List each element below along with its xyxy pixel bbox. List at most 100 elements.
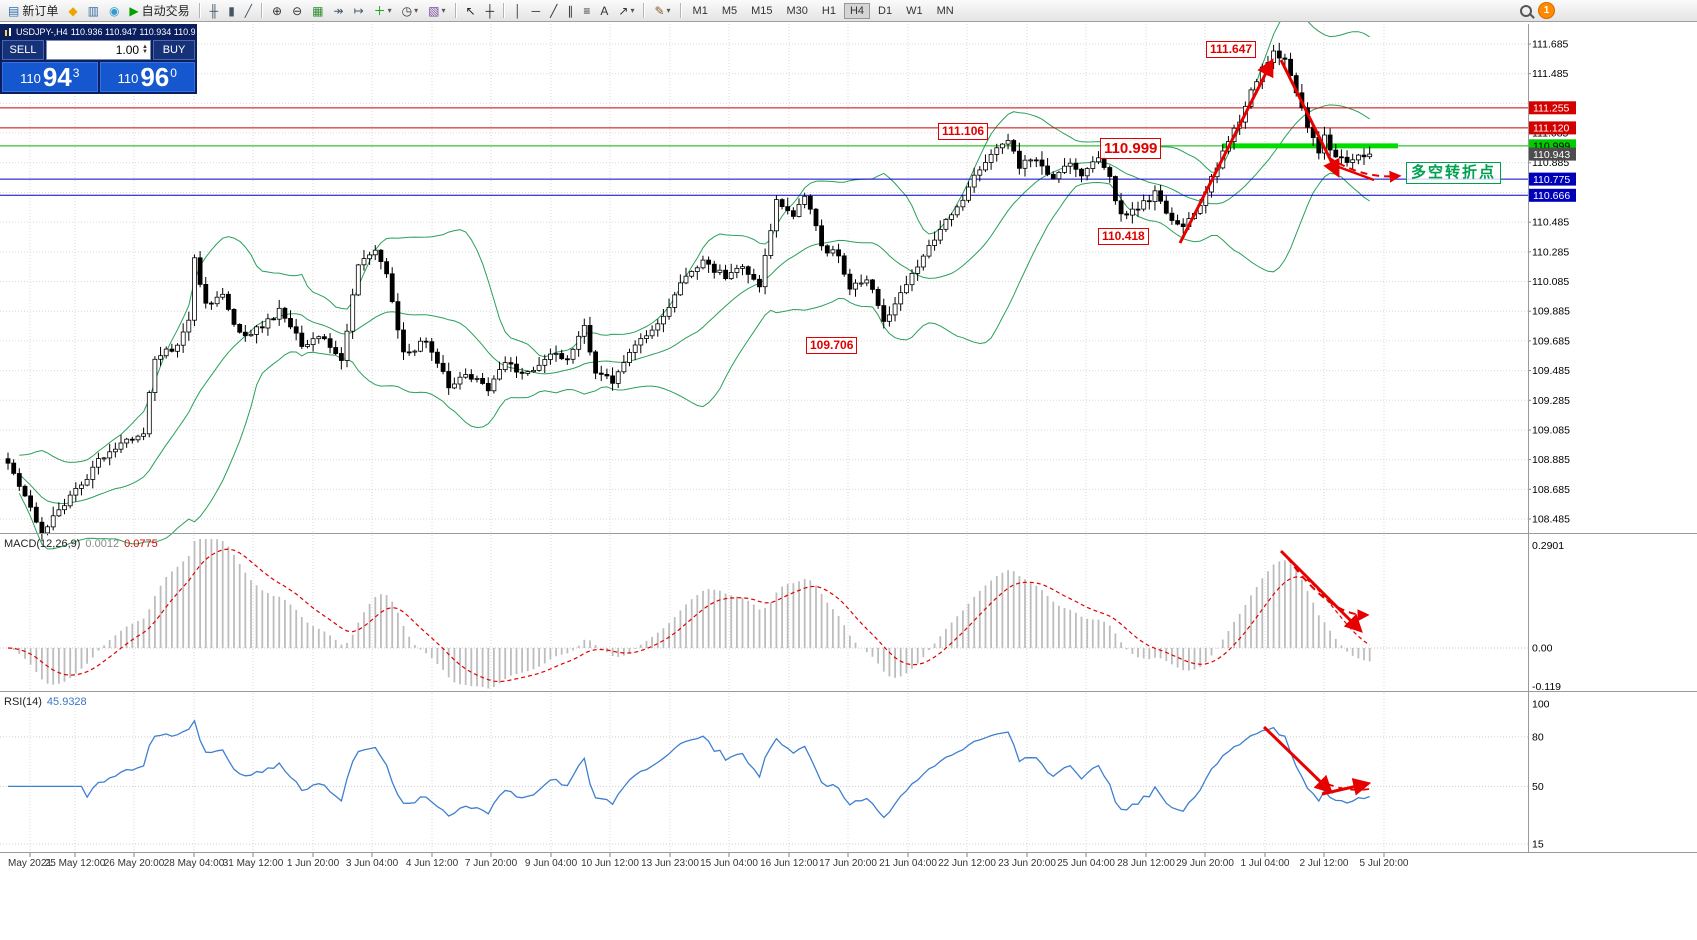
buy-button[interactable]: BUY (153, 40, 195, 60)
draw-tool-button[interactable]: ✎ ▾ (650, 1, 674, 21)
horizontal-line-icon: ─ (531, 3, 541, 18)
caret-down-icon: ▾ (387, 6, 392, 15)
candlestick-chart-button[interactable]: ▮ (224, 1, 239, 21)
volume-stepper[interactable]: ▲ ▼ (142, 44, 148, 55)
zoom-out-button[interactable]: ⊖ (288, 1, 306, 21)
bollinger-middle-line (18, 104, 1370, 505)
text-tool-button[interactable]: A (596, 1, 612, 21)
notifications-badge[interactable]: 1 (1538, 2, 1555, 19)
sell-quote-button[interactable]: 110 94 3 (2, 62, 98, 92)
timeframe-m5-button[interactable]: M5 (721, 4, 738, 17)
indicators-icon: ＋ (373, 3, 386, 18)
market-watch-icon: ▥ (87, 3, 99, 18)
svg-text:3 Jun 04:00: 3 Jun 04:00 (346, 858, 399, 869)
svg-text:108.685: 108.685 (1532, 484, 1570, 496)
svg-text:0.00: 0.00 (1532, 643, 1553, 655)
price-callout[interactable]: 109.706 (806, 337, 858, 354)
timeframe-m30-button[interactable]: M30 (786, 4, 808, 17)
arrows-tool-button[interactable]: ↗ ▾ (614, 1, 638, 21)
ohlc-values: 110.936 110.947 110.934 110.943 (70, 27, 195, 37)
symbol-info-row: USDJPY-,H4 110.936 110.947 110.934 110.9… (2, 26, 195, 39)
price-callout[interactable]: 111.647 (1206, 41, 1257, 58)
tile-windows-icon: ▦ (312, 3, 324, 18)
timeframe-h4-button[interactable]: H4 (843, 2, 871, 19)
price-scale[interactable]: 111.685111.485111.085110.885110.485110.2… (1528, 39, 1576, 526)
bar-chart-button[interactable]: ╫ (206, 1, 223, 21)
charts-icon: ◆ (68, 3, 78, 18)
timeframe-m1-button[interactable]: M1 (692, 4, 708, 17)
zoom-in-button[interactable]: ⊕ (268, 1, 286, 21)
macd-signal-line (7, 548, 1371, 683)
price-badge: 110.943 (1533, 149, 1570, 161)
trend-arrow (1178, 58, 1274, 244)
price-callout[interactable]: 110.418 (1098, 228, 1149, 245)
pencil-icon: ✎ (654, 3, 665, 18)
price-callout[interactable]: 111.106 (938, 123, 989, 140)
toolbar-separator (643, 3, 646, 18)
auto-scroll-button[interactable]: ↠ (330, 1, 348, 21)
crosshair-button[interactable]: ┼ (482, 1, 499, 21)
fibonacci-button[interactable]: ≡ (579, 1, 594, 21)
volume-input[interactable]: 1.00 ▲ ▼ (46, 40, 151, 60)
price-badge: 111.255 (1533, 103, 1570, 115)
periods-button[interactable]: ◷ ▾ (398, 1, 423, 21)
svg-text:1 Jul 04:00: 1 Jul 04:00 (1241, 858, 1290, 869)
cursor-button[interactable]: ↖ (462, 1, 480, 21)
trendline-button[interactable]: ╱ (546, 1, 561, 21)
buy-quote-button[interactable]: 110 96 0 (99, 62, 195, 92)
charts-menu-button[interactable]: ◆ (64, 1, 81, 21)
timeframe-mn-button[interactable]: MN (936, 4, 954, 17)
timeframe-m15-button[interactable]: M15 (751, 4, 773, 17)
macd-name: MACD(12,26,9) (4, 538, 81, 550)
caret-down-icon: ▾ (441, 6, 446, 15)
new-order-button[interactable]: ▤ 新订单 (4, 1, 62, 21)
market-watch-button[interactable]: ▥ (84, 1, 103, 21)
price-callout[interactable]: 110.999 (1100, 138, 1162, 159)
svg-text:28 Jun 12:00: 28 Jun 12:00 (1117, 858, 1175, 869)
line-chart-button[interactable]: ╱ (241, 1, 256, 21)
templates-button[interactable]: ▧ ▾ (424, 1, 449, 21)
auto-trading-button[interactable]: ▶ 自动交易 (125, 1, 193, 21)
buy-price-prefix: 110 (117, 71, 139, 86)
search-button[interactable] (1516, 1, 1536, 21)
new-order-button-label: 新订单 (22, 4, 59, 18)
volume-value: 1.00 (115, 43, 140, 57)
grid-layer (0, 24, 1528, 853)
svg-text:25 Jun 04:00: 25 Jun 04:00 (1057, 858, 1115, 869)
indicators-button[interactable]: ＋ ▾ (370, 1, 396, 21)
rsi-layer (0, 719, 1528, 845)
timeframe-w1-button[interactable]: W1 (906, 4, 923, 17)
channel-icon: ∥ (567, 3, 574, 18)
svg-text:109.485: 109.485 (1532, 365, 1570, 377)
indicator-scales[interactable]: 0.2901 0.00 -0.119 100 80 50 15 (1532, 540, 1564, 851)
turning-point-note[interactable]: 多空转折点 (1406, 162, 1502, 184)
zoom-in-icon: ⊕ (272, 3, 283, 18)
svg-text:111.485: 111.485 (1532, 68, 1569, 80)
tile-windows-button[interactable]: ▦ (308, 1, 327, 21)
svg-text:109.685: 109.685 (1532, 335, 1570, 347)
channel-button[interactable]: ∥ (563, 1, 577, 21)
bollinger-lower-line (18, 172, 1370, 550)
panel-borders (0, 24, 1697, 853)
svg-text:May 2021: May 2021 (8, 858, 52, 869)
svg-text:100: 100 (1532, 699, 1550, 711)
svg-text:0.2901: 0.2901 (1532, 540, 1564, 552)
toolbar-separator (198, 3, 201, 18)
vertical-line-button[interactable]: │ (510, 1, 526, 21)
trade-controls-row: SELL 1.00 ▲ ▼ BUY (2, 40, 195, 60)
zoom-out-icon: ⊖ (292, 3, 303, 18)
sell-button[interactable]: SELL (2, 40, 44, 60)
svg-text:110.485: 110.485 (1532, 217, 1569, 229)
timeframe-h1-button[interactable]: H1 (821, 4, 836, 17)
svg-text:109.885: 109.885 (1532, 306, 1570, 318)
svg-text:50: 50 (1532, 781, 1544, 793)
svg-text:109.285: 109.285 (1532, 395, 1570, 407)
horizontal-line-button[interactable]: ─ (528, 1, 545, 21)
toolbar-separator (454, 3, 457, 18)
chart-shift-button[interactable]: ↦ (350, 1, 368, 21)
data-window-button[interactable]: ◉ (105, 1, 123, 21)
timeframe-d1-button[interactable]: D1 (878, 4, 893, 17)
